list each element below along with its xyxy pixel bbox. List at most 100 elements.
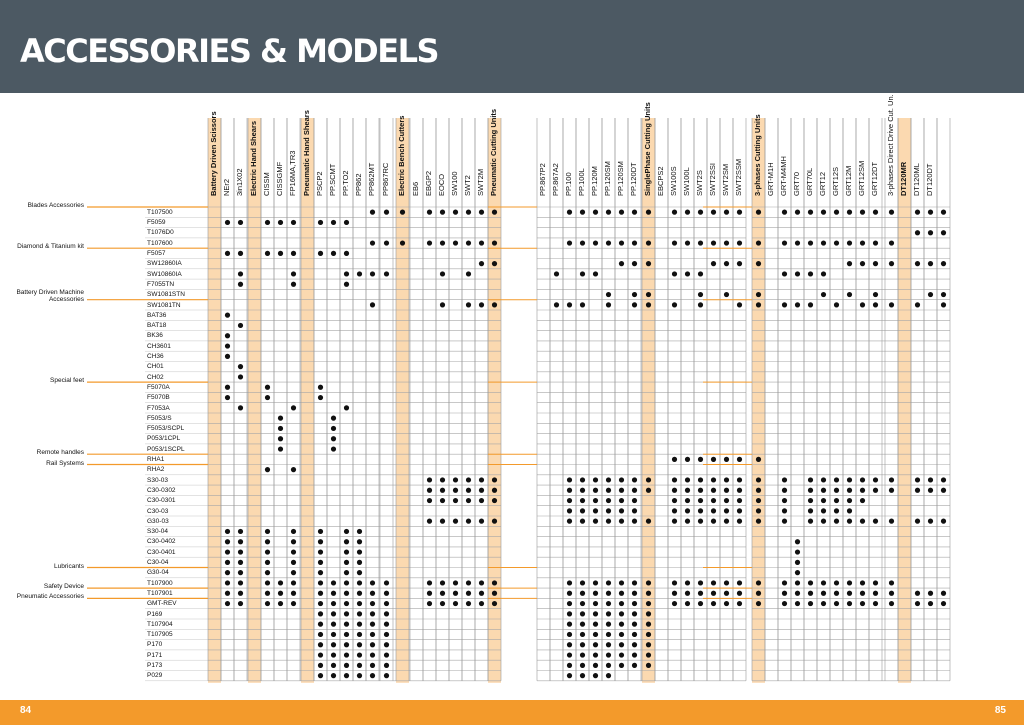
compatibility-dot [859,302,866,308]
compatibility-dot [290,559,297,565]
header-bar: ACCESSORIES & MODELS [0,0,1024,93]
compatibility-dot [645,487,652,493]
compatibility-dot [631,487,638,493]
column-header: CISSGMF [275,161,284,196]
compatibility-dot [369,642,376,648]
compatibility-dot [807,508,814,514]
compatibility-dot [710,600,717,607]
compatibility-dot [383,600,390,607]
compatibility-dot [736,580,743,586]
compatibility-dot [781,580,788,586]
compatibility-dot [781,302,788,308]
compatibility-dot [631,590,638,596]
part-code: G30-03 [147,517,169,525]
compatibility-dot [290,600,297,607]
part-code: P171 [147,651,163,659]
column-header: SW100 [450,171,459,196]
compatibility-dot [807,580,814,586]
compatibility-dot [794,240,801,246]
compatibility-dot [697,590,704,596]
compatibility-dot [755,209,762,215]
compatibility-dot [452,240,459,246]
compatibility-dot [846,590,853,596]
part-code: T107904 [147,620,173,628]
compatibility-dot [927,487,934,493]
compatibility-dot [807,497,814,504]
compatibility-dot [872,590,879,596]
compatibility-dot [833,590,840,596]
group-column-band [488,118,501,683]
compatibility-dot [491,302,498,308]
compatibility-dot [755,518,762,524]
compatibility-dot [736,497,743,504]
group-column-band [642,118,655,683]
compatibility-dot [369,611,376,617]
compatibility-dot [264,250,271,256]
compatibility-dot [317,250,324,256]
compatibility-dot [914,600,921,607]
compatibility-dot [833,580,840,586]
compatibility-dot [317,631,324,638]
compatibility-dot [631,291,638,298]
compatibility-dot [631,631,638,638]
compatibility-dot [356,580,363,586]
compatibility-dot [833,487,840,493]
compatibility-dot [478,209,485,215]
compatibility-dot [317,600,324,607]
compatibility-dot [872,580,879,586]
compatibility-dot [369,662,376,668]
compatibility-dot [383,580,390,586]
compatibility-dot [237,374,244,380]
compatibility-dot [605,621,612,627]
compatibility-dot [452,209,459,215]
compatibility-dot [465,590,472,596]
compatibility-dot [710,477,717,483]
compatibility-dot [465,518,472,524]
compatibility-dot [927,518,934,524]
compatibility-dot [631,600,638,607]
compatibility-dot [781,271,788,277]
compatibility-dot [579,240,586,246]
compatibility-dot [645,662,652,668]
compatibility-dot [914,261,921,267]
compatibility-dot [330,436,337,442]
compatibility-dot [277,425,284,432]
compatibility-dot [566,642,573,648]
compatibility-dot [618,209,625,215]
compatibility-dot [736,302,743,308]
compatibility-dot [566,631,573,638]
compatibility-dot [781,477,788,483]
compatibility-dot [671,271,678,277]
compatibility-dot [833,302,840,308]
compatibility-dot [697,580,704,586]
column-header: PP862 [354,173,363,196]
group-column-band [248,118,261,683]
compatibility-dot [888,600,895,607]
compatibility-dot [684,600,691,607]
compatibility-dot [833,477,840,483]
compatibility-dot [566,487,573,493]
column-group-header: Battery Driven Scissors [209,111,218,196]
part-code: C30-0301 [147,497,176,505]
part-code: C30-04 [147,559,169,566]
compatibility-dot [872,209,879,215]
compatibility-dot [465,209,472,215]
compatibility-dot [671,508,678,514]
compatibility-dot [369,652,376,658]
compatibility-dot [579,631,586,638]
compatibility-dot [369,600,376,607]
compatibility-dot [343,621,350,627]
column-header: PP.120SM [616,161,625,196]
compatibility-dot [846,209,853,215]
compatibility-dot [317,652,324,658]
part-code: F5059 [147,219,166,227]
compatibility-dot [369,240,376,246]
compatibility-dot [426,240,433,246]
part-code: P029 [147,672,163,680]
compatibility-dot [820,271,827,277]
compatibility-dot [888,580,895,586]
compatibility-dot [491,600,498,607]
compatibility-dot [290,539,297,545]
compatibility-dot [491,261,498,267]
compatibility-dot [684,497,691,504]
